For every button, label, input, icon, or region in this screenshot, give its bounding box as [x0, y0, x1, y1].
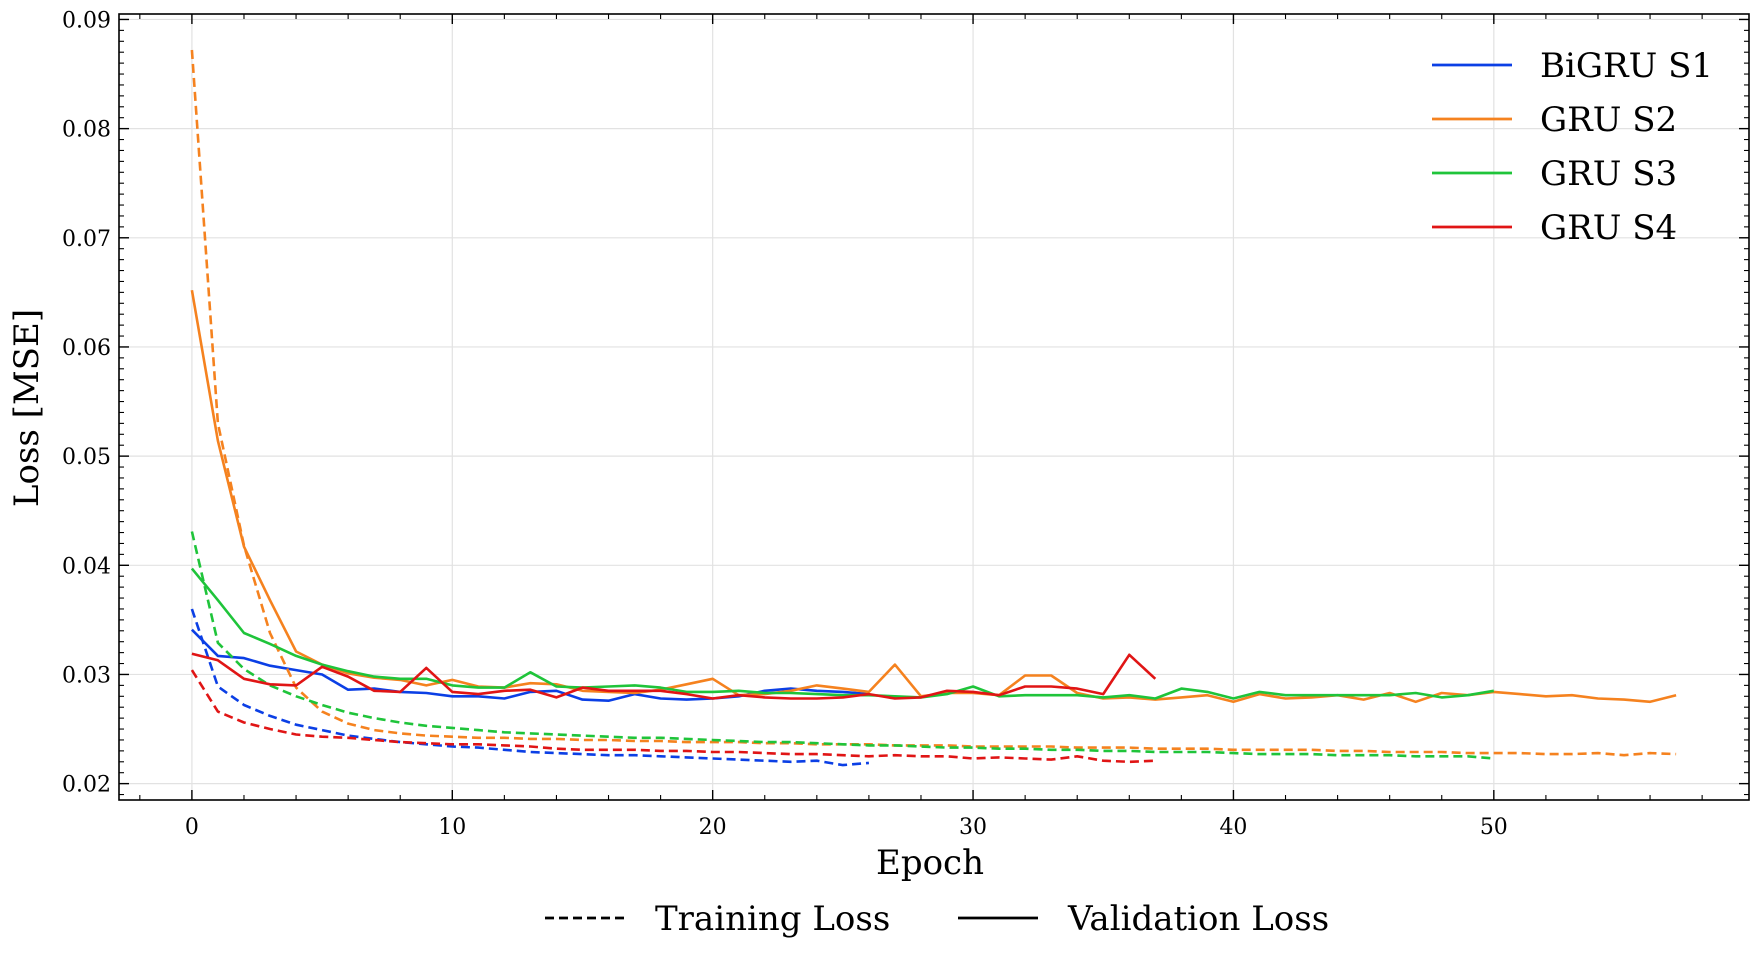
- y-tick-label: 0.06: [62, 336, 111, 361]
- axis-ticks: 0 10 20 30 40 50 0.02 0.03 0.04 0.05 0.06 0.07 0.08 0…: [62, 8, 1749, 840]
- val-line-gru-s3: [190, 567, 1495, 700]
- y-tick-label: 0.08: [62, 118, 111, 143]
- x-tick-label: 20: [699, 815, 727, 840]
- train-line-gru-s3: [190, 531, 1494, 760]
- style-legend: Training Loss Validation Loss: [545, 899, 1329, 939]
- train-line-bigru-s1: [190, 608, 870, 767]
- val-line-gru-s4: [191, 652, 1157, 700]
- style-label-validation-loss: Validation Loss: [1067, 899, 1329, 939]
- legend-label-gru-s4: GRU S4: [1540, 208, 1677, 248]
- x-tick-label: 30: [959, 815, 987, 840]
- y-tick-label: 0.04: [62, 554, 111, 579]
- x-tick-label: 0: [185, 815, 199, 840]
- legend-label-gru-s2: GRU S2: [1540, 100, 1677, 140]
- train-line-gru-s4: [190, 669, 1156, 764]
- style-label-training-loss: Training Loss: [655, 899, 890, 939]
- plot-frame: [118, 13, 1750, 801]
- train-line-gru-s2: [190, 49, 1677, 757]
- y-tick-label: 0.07: [62, 227, 111, 252]
- y-tick-label: 0.02: [62, 773, 111, 798]
- y-axis-label: Loss [MSE]: [7, 309, 47, 507]
- series-legend: BiGRU S1 GRU S2 GRU S3 GRU S4: [1432, 46, 1713, 248]
- x-axis-label: Epoch: [876, 843, 984, 883]
- legend-label-gru-s3: GRU S3: [1540, 154, 1677, 194]
- x-tick-label: 40: [1219, 815, 1247, 840]
- series-layer: [190, 49, 1677, 767]
- y-tick-label: 0.09: [62, 8, 111, 33]
- grid: [119, 14, 1749, 800]
- legend-label-bigru-s1: BiGRU S1: [1540, 46, 1713, 86]
- y-tick-label: 0.03: [62, 663, 111, 688]
- x-tick-label: 50: [1480, 815, 1508, 840]
- x-tick-label: 10: [438, 815, 466, 840]
- y-tick-label: 0.05: [62, 445, 111, 470]
